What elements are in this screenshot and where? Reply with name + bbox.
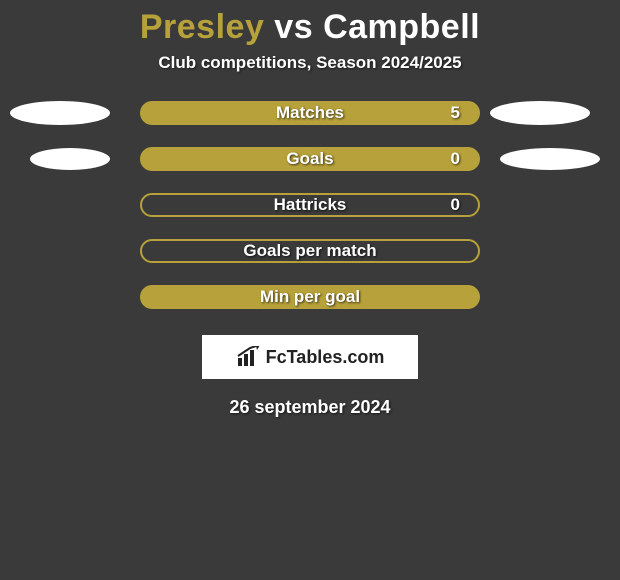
comparison-card: Presley vs Campbell Club competitions, S…: [0, 0, 620, 418]
stat-value: 5: [451, 103, 460, 123]
subtitle: Club competitions, Season 2024/2025: [0, 53, 620, 101]
stat-row: Min per goal: [0, 285, 620, 309]
stat-label: Goals per match: [243, 241, 376, 261]
right-ellipse: [500, 148, 600, 170]
bar-chart-icon: [236, 346, 262, 368]
stat-label: Hattricks: [274, 195, 347, 215]
stat-row: Goals per match: [0, 239, 620, 263]
stat-label: Min per goal: [260, 287, 360, 307]
stat-label: Goals: [286, 149, 333, 169]
logo-box: FcTables.com: [202, 335, 418, 379]
stat-row: Matches 5: [0, 101, 620, 125]
title-player1: Presley: [140, 8, 265, 46]
stat-label: Matches: [276, 103, 344, 123]
date-text: 26 september 2024: [0, 397, 620, 418]
page-title: Presley vs Campbell: [0, 0, 620, 53]
title-vs: vs: [264, 8, 323, 46]
left-ellipse: [10, 101, 110, 125]
stat-bar: Goals per match: [140, 239, 480, 263]
stat-bar: Hattricks 0: [140, 193, 480, 217]
stat-value: 0: [451, 149, 460, 169]
stat-row: Hattricks 0: [0, 193, 620, 217]
logo-text: FcTables.com: [266, 347, 385, 368]
stat-value: 0: [451, 195, 460, 215]
stat-rows: Matches 5 Goals 0 Hattricks 0 Goals per match M…: [0, 101, 620, 309]
title-player2: Campbell: [323, 8, 480, 46]
right-ellipse: [490, 101, 590, 125]
stat-bar: Min per goal: [140, 285, 480, 309]
stat-bar: Matches 5: [140, 101, 480, 125]
stat-row: Goals 0: [0, 147, 620, 171]
stat-bar: Goals 0: [140, 147, 480, 171]
left-ellipse: [30, 148, 110, 170]
